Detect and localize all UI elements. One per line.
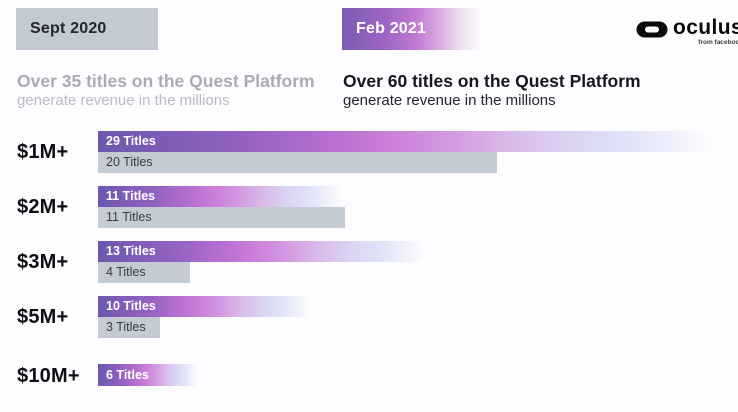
bar-feb-1m: 29 Titles — [98, 131, 710, 152]
heading-feb-subtitle: generate revenue in the millions — [343, 92, 556, 109]
category-label-1m: $1M+ — [17, 141, 69, 163]
bar-sept-5m: 3 Titles — [98, 317, 160, 338]
bar-feb-2m: 11 Titles — [98, 186, 343, 207]
bar-feb-10m: 6 Titles — [98, 364, 198, 386]
category-label-5m: $5M+ — [17, 306, 69, 328]
bar-sept-3m: 4 Titles — [98, 262, 190, 283]
category-label-10m: $10M+ — [17, 365, 80, 387]
oculus-logo: oculus from facebook — [636, 17, 738, 46]
heading-sept: Over 35 titles on the Quest Platform gen… — [17, 71, 315, 109]
heading-sept-title: Over 35 titles on the Quest Platform — [17, 71, 315, 91]
legend-feb-label: Feb 2021 — [356, 20, 427, 37]
heading-feb-title: Over 60 titles on the Quest Platform — [343, 71, 641, 91]
oculus-tagline: from facebook — [698, 39, 738, 46]
bar-feb-3m: 13 Titles — [98, 241, 425, 262]
category-label-3m: $3M+ — [17, 251, 69, 273]
legend-feb-2021: Feb 2021 — [342, 8, 481, 50]
heading-feb: Over 60 titles on the Quest Platform gen… — [343, 71, 641, 109]
category-label-2m: $2M+ — [17, 196, 69, 218]
oculus-icon — [636, 21, 668, 38]
bar-feb-5m: 10 Titles — [98, 296, 310, 317]
bar-sept-1m: 20 Titles — [98, 152, 497, 173]
legend-sept-label: Sept 2020 — [30, 20, 107, 37]
heading-sept-subtitle: generate revenue in the millions — [17, 92, 230, 109]
legend-sept-2020: Sept 2020 — [16, 8, 158, 50]
bar-sept-2m: 11 Titles — [98, 207, 345, 228]
oculus-brand-text: oculus — [673, 16, 738, 39]
oculus-wordmark: oculus from facebook — [673, 16, 738, 47]
